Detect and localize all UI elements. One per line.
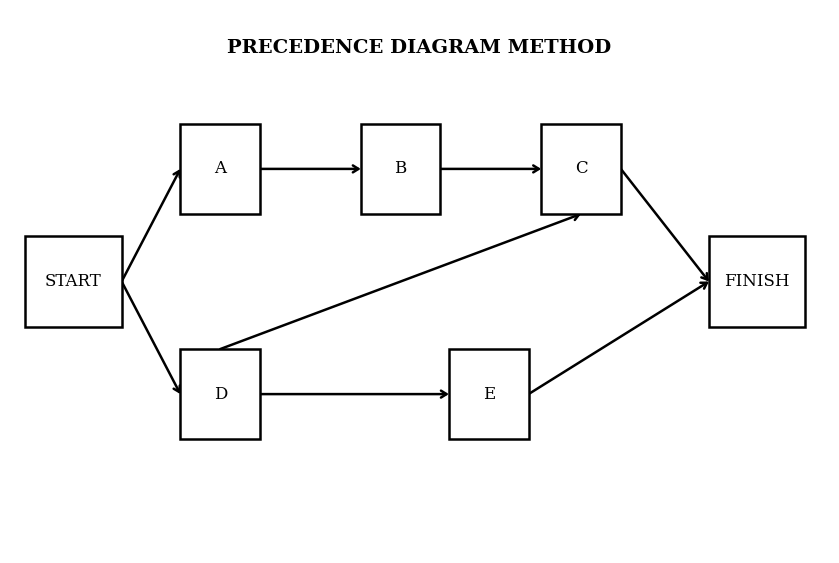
Text: D: D <box>214 386 227 403</box>
Text: A: A <box>214 160 227 177</box>
Bar <box>709 236 805 327</box>
Text: E: E <box>482 386 495 403</box>
Text: FINISH: FINISH <box>724 273 790 290</box>
Bar <box>541 124 621 214</box>
Bar <box>180 349 260 439</box>
Bar <box>449 349 529 439</box>
Bar <box>180 124 260 214</box>
Text: B: B <box>394 160 407 177</box>
Text: C: C <box>575 160 587 177</box>
Text: START: START <box>45 273 102 290</box>
Text: PRECEDENCE DIAGRAM METHOD: PRECEDENCE DIAGRAM METHOD <box>227 39 612 57</box>
Bar <box>25 236 122 327</box>
Bar <box>361 124 440 214</box>
